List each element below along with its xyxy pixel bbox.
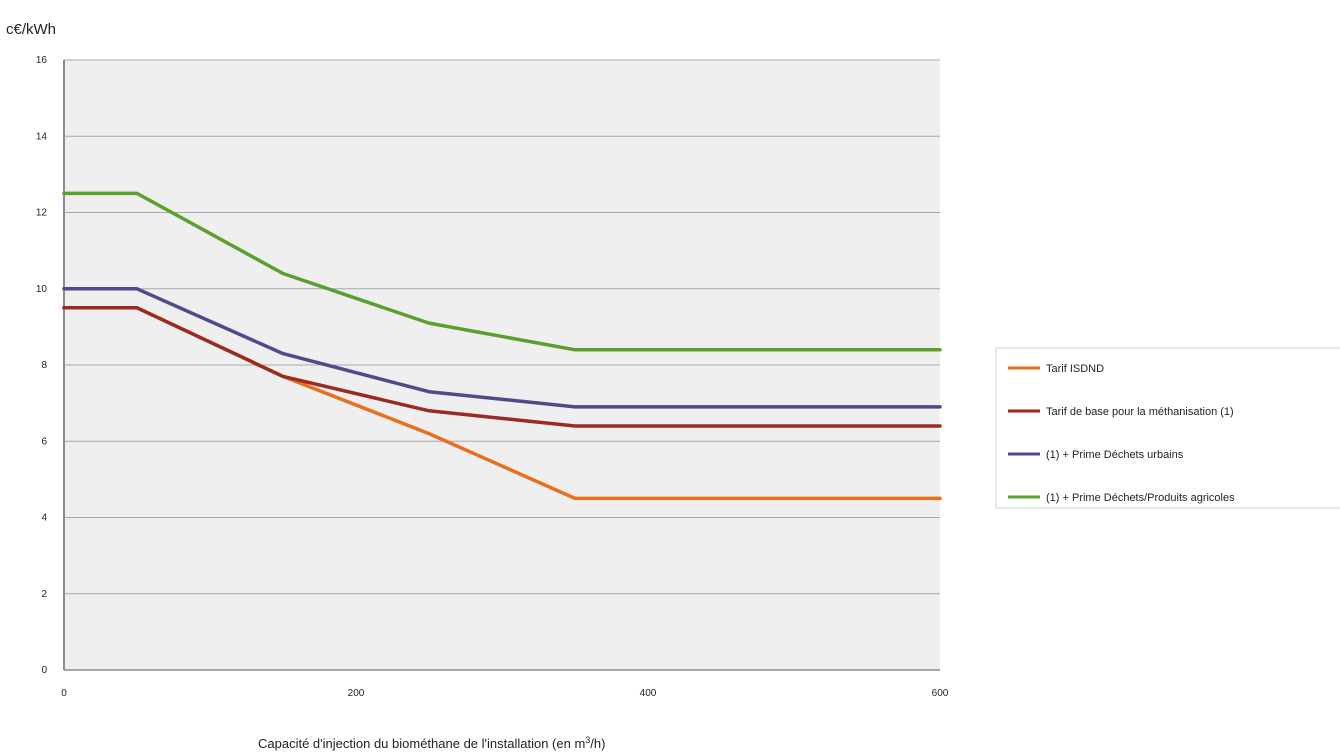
series-line-2: [62, 306, 942, 428]
y-tick-label: 14: [36, 131, 48, 142]
x-axis-title-main: Capacité d'injection du biométhane de l'…: [258, 736, 585, 751]
x-axis-title: Capacité d'injection du biométhane de l'…: [258, 735, 605, 751]
x-tick-label: 400: [640, 688, 657, 699]
y-tick-label: 12: [36, 208, 48, 219]
legend-label-1: Tarif ISDND: [1046, 363, 1104, 375]
x-tick-label: 600: [932, 688, 949, 699]
y-axis-title: c€/kWh: [6, 21, 56, 38]
legend-label-2: Tarif de base pour la méthanisation (1): [1046, 406, 1234, 418]
legend-box: [995, 347, 1340, 509]
series-line-4: [62, 191, 942, 352]
legend-label-4: (1) + Prime Déchets/Produits agricoles: [1046, 492, 1235, 504]
grid-lines: [64, 59, 940, 595]
x-tick-label: 0: [61, 688, 67, 699]
y-tick-label: 6: [41, 436, 47, 447]
y-tick-label: 16: [36, 55, 48, 66]
y-tick-label: 0: [41, 665, 47, 676]
series-line-3: [62, 287, 942, 409]
series-lines: [62, 191, 942, 501]
x-axis-title-superscript: 3: [585, 735, 590, 745]
x-tick-label: 200: [348, 688, 365, 699]
y-tick-label: 10: [36, 284, 48, 295]
y-tick-label: 8: [41, 360, 47, 371]
x-tick-labels: 0 200 400 600: [61, 688, 949, 699]
x-axis-title-end: /h): [590, 736, 605, 751]
y-tick-label: 2: [41, 589, 47, 600]
legend: Tarif ISDND Tarif de base pour la méthani…: [995, 347, 1340, 509]
y-tick-labels: 0 2 4 6 8 10 12 14 16: [36, 55, 48, 676]
y-tick-label: 4: [41, 513, 47, 524]
legend-label-3: (1) + Prime Déchets urbains: [1046, 449, 1184, 461]
